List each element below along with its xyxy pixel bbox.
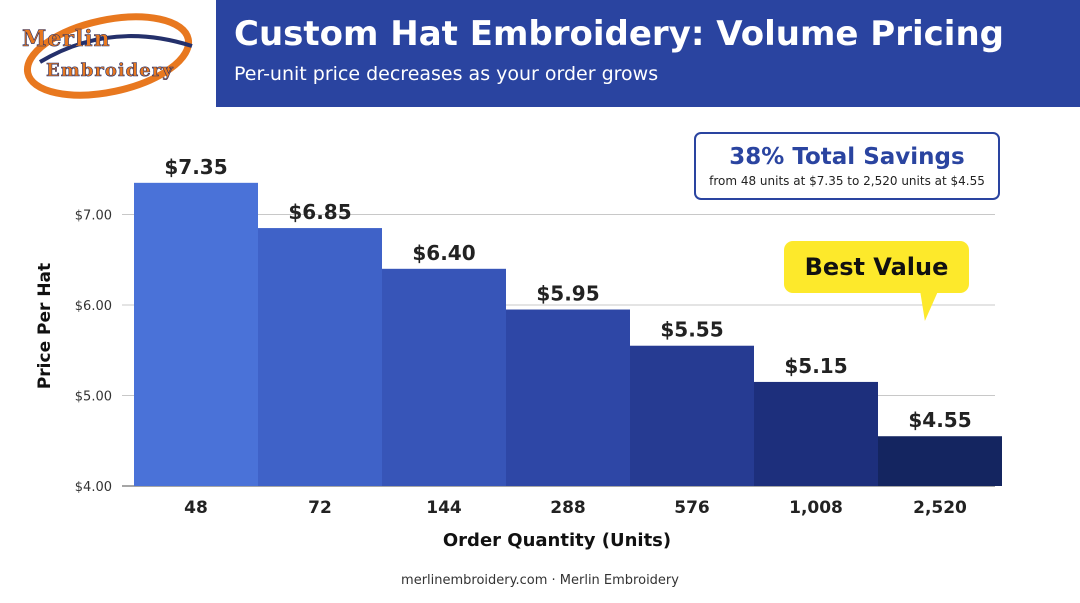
best-value-label: Best Value [804,253,949,281]
page-subtitle: Per-unit price decreases as your order g… [234,63,659,85]
y-axis-title: Price Per Hat [35,263,55,389]
bar [506,309,630,486]
bar [134,182,258,486]
logo: Merlin Embroidery [0,0,216,107]
bar [754,381,878,486]
savings-title: 38% Total Savings [729,144,965,170]
x-tick-label: 144 [426,498,462,518]
bar-value-label: $6.40 [412,241,475,265]
savings-detail: from 48 units at $7.35 to 2,520 units at… [709,174,985,188]
x-tick-label: 576 [674,498,710,518]
bar [630,345,754,486]
y-tick-label: $7.00 [75,209,112,224]
bar [878,436,1002,486]
bar-value-label: $5.95 [536,282,599,306]
logo-text-line2: Embroidery [46,60,174,82]
bar-value-label: $5.55 [660,318,723,342]
bar-value-label: $4.55 [908,408,971,432]
best-value-callout: Best Value [784,241,969,293]
x-tick-label: 48 [184,498,208,518]
x-tick-label: 288 [550,498,586,518]
logo-text-line1: Merlin [22,26,111,53]
bar-value-label: $6.85 [288,200,351,224]
x-tick-label: 72 [308,498,332,518]
bar-value-label: $7.35 [164,155,227,179]
savings-summary-box: 38% Total Savings from 48 units at $7.35… [694,132,1000,200]
bar-value-label: $5.15 [784,354,847,378]
x-tick-label: 1,008 [789,498,843,518]
x-tick-label: 2,520 [913,498,967,518]
title-bar [216,0,1080,107]
x-axis-title: Order Quantity (Units) [443,530,671,551]
page-title: Custom Hat Embroidery: Volume Pricing [234,14,1004,54]
bar [382,268,506,486]
y-tick-label: $6.00 [75,299,112,314]
header: Merlin Embroidery Custom Hat Embroidery:… [0,0,1080,107]
y-tick-label: $4.00 [75,480,112,495]
y-tick-label: $5.00 [75,390,112,405]
bar [258,228,382,486]
footer-credit: merlinembroidery.com · Merlin Embroidery [401,573,679,588]
logo-swoosh [23,13,193,99]
